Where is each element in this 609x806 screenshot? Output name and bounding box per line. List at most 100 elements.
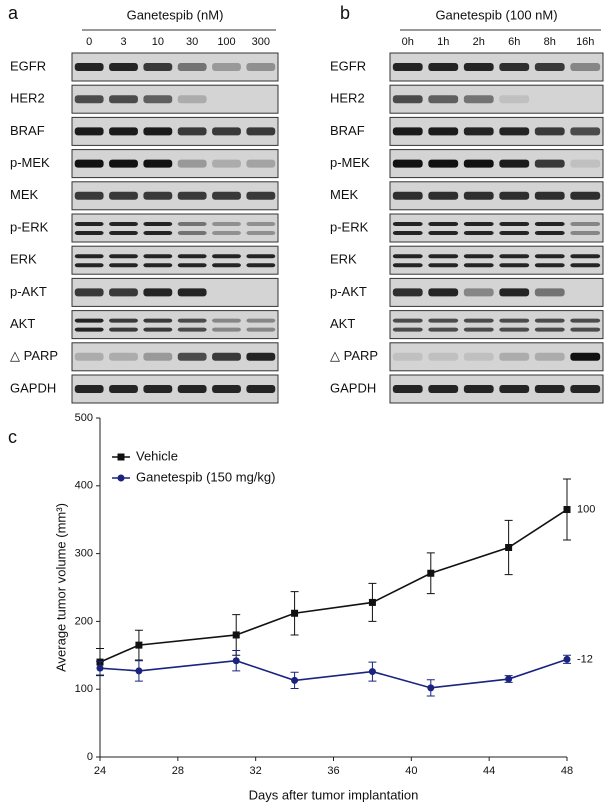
band [143,385,173,393]
legend-label: Ganetespib (150 mg/kg) [136,469,275,484]
band [392,95,423,104]
blot-strip [71,342,279,372]
y-tick-label: 500 [75,412,93,424]
band [428,288,459,297]
row-label: △ PARP [330,348,378,363]
band [570,254,601,259]
band [463,222,494,226]
band [109,352,138,361]
band [143,254,173,259]
panel-letter: c [8,427,17,447]
row-label: p-AKT [10,284,47,299]
band [109,191,138,200]
point [291,609,299,617]
band [177,288,207,297]
panel-letter: a [8,3,19,23]
band [177,327,207,332]
band [428,327,459,332]
band [534,159,565,168]
lane-label: 2h [473,36,485,48]
blot-strip [71,374,279,404]
row-label: HER2 [330,91,365,106]
band [177,352,207,361]
band [109,159,138,168]
band [143,222,173,226]
point [232,657,240,665]
band [463,127,494,136]
row-label: BRAF [330,123,365,138]
row-label: p-ERK [10,219,49,234]
band [570,222,601,226]
band [428,95,459,104]
x-tick-label: 40 [405,765,417,777]
band [534,288,565,297]
y-tick-label: 400 [75,480,93,492]
band [463,254,494,259]
band [499,231,530,235]
band [534,231,565,235]
blot-strip [389,245,604,275]
point [563,506,571,514]
band [463,159,494,168]
row-label: ERK [330,252,357,267]
band [428,254,459,259]
band [143,231,173,235]
band [143,63,173,71]
row-label: BRAF [10,123,45,138]
band [143,288,173,297]
band [212,63,241,71]
row-label: EGFR [330,58,366,73]
band [570,352,601,361]
blot-strip [71,277,279,307]
blot-strip [71,84,279,114]
band [392,159,423,168]
band [143,127,173,136]
band [499,191,530,200]
blot-strip [71,116,279,146]
band [246,254,276,259]
band [392,263,423,268]
band [143,352,173,361]
x-tick-label: 44 [483,765,495,777]
panel-letter: b [340,3,350,23]
row-label: p-MEK [10,155,50,170]
lane-label: 300 [252,36,270,48]
band [392,352,423,361]
blot-strip [71,149,279,179]
blot-strip [389,374,604,404]
point [505,543,513,551]
blot-strip [389,52,604,82]
band [570,327,601,332]
band [177,222,207,226]
band [177,318,207,323]
blot-header: Ganetespib (100 nM) [435,7,557,22]
band [177,95,207,104]
band [212,191,241,200]
band [534,127,565,136]
band [392,127,423,136]
x-tick-label: 24 [94,765,106,777]
band [499,63,530,71]
band [109,127,138,136]
lane-label: 0h [402,36,414,48]
blot-strip [71,245,279,275]
band [143,263,173,268]
y-tick-label: 300 [75,548,93,560]
legend-marker [117,453,125,461]
band [74,318,104,323]
band [246,231,276,235]
end-label: -12 [577,653,593,665]
band [499,318,530,323]
band [143,159,173,168]
band [212,127,241,136]
band [392,222,423,226]
band [463,191,494,200]
band [212,222,241,226]
band [463,385,494,393]
blot-strip [71,181,279,211]
band [246,191,276,200]
band [177,385,207,393]
band [428,318,459,323]
band [570,231,601,235]
row-label: MEK [330,187,359,202]
